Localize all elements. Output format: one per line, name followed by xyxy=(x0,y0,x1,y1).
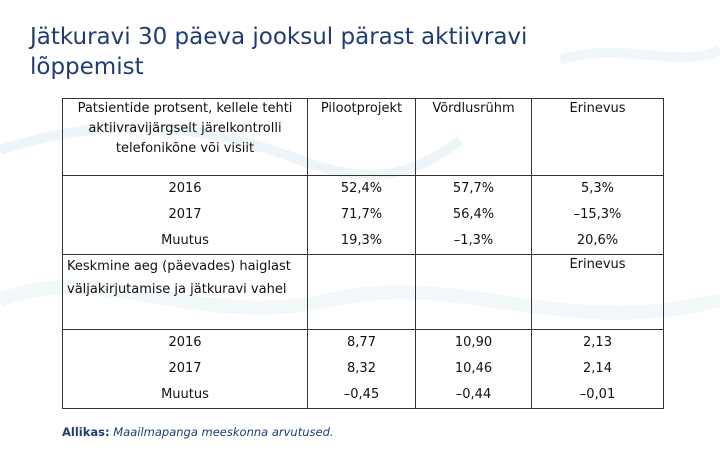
pilot-value: 52,4% xyxy=(307,175,416,202)
row-label: 2016 xyxy=(62,175,308,202)
control-value: –0,44 xyxy=(415,382,532,409)
table2-header-pilot xyxy=(307,254,416,330)
row-label: Muutus xyxy=(62,228,308,255)
table2-header-control xyxy=(415,254,532,330)
diff-value: 2,14 xyxy=(531,356,664,382)
control-value: 57,7% xyxy=(415,175,532,202)
table1-header-row: Patsientide protsent, kellele tehti akti… xyxy=(62,98,664,176)
pilot-value: 19,3% xyxy=(307,228,416,255)
table-row: 2017 71,7% 56,4% –15,3% xyxy=(62,202,664,228)
table2-header-metric: Keskmine aeg (päevades) haiglast väljaki… xyxy=(62,254,308,330)
table2-header-row: Keskmine aeg (päevades) haiglast väljaki… xyxy=(62,254,664,330)
diff-value: 20,6% xyxy=(531,228,664,255)
pilot-value: 8,77 xyxy=(307,329,416,356)
diff-value: 5,3% xyxy=(531,175,664,202)
source-text: Maailmapanga meeskonna arvutused. xyxy=(113,425,334,439)
table2-header-diff: Erinevus xyxy=(531,254,664,330)
table-row: Muutus –0,45 –0,44 –0,01 xyxy=(62,382,664,409)
table-row: 2016 8,77 10,90 2,13 xyxy=(62,329,664,356)
table-row: 2016 52,4% 57,7% 5,3% xyxy=(62,175,664,202)
table-row: 2017 8,32 10,46 2,14 xyxy=(62,356,664,382)
control-value: –1,3% xyxy=(415,228,532,255)
diff-value: –15,3% xyxy=(531,202,664,228)
control-value: 10,90 xyxy=(415,329,532,356)
page-title: Jätkuravi 30 päeva jooksul pärast aktiiv… xyxy=(30,24,528,80)
table1-header-pilot: Pilootprojekt xyxy=(307,98,416,176)
diff-value: –0,01 xyxy=(531,382,664,409)
pilot-value: 71,7% xyxy=(307,202,416,228)
table1-header-metric: Patsientide protsent, kellele tehti akti… xyxy=(62,98,308,176)
control-value: 56,4% xyxy=(415,202,532,228)
diff-value: 2,13 xyxy=(531,329,664,356)
row-label: 2017 xyxy=(62,356,308,382)
pilot-value: –0,45 xyxy=(307,382,416,409)
source-label: Allikas: xyxy=(62,425,110,439)
row-label: 2017 xyxy=(62,202,308,228)
table1-header-diff: Erinevus xyxy=(531,98,664,176)
table1-header-control: Võrdlusrühm xyxy=(415,98,532,176)
table-row: Muutus 19,3% –1,3% 20,6% xyxy=(62,228,664,255)
control-value: 10,46 xyxy=(415,356,532,382)
source-note: Allikas: Maailmapanga meeskonna arvutuse… xyxy=(62,425,334,439)
comparison-table: Patsientide protsent, kellele tehti akti… xyxy=(62,98,664,409)
row-label: 2016 xyxy=(62,329,308,356)
pilot-value: 8,32 xyxy=(307,356,416,382)
row-label: Muutus xyxy=(62,382,308,409)
